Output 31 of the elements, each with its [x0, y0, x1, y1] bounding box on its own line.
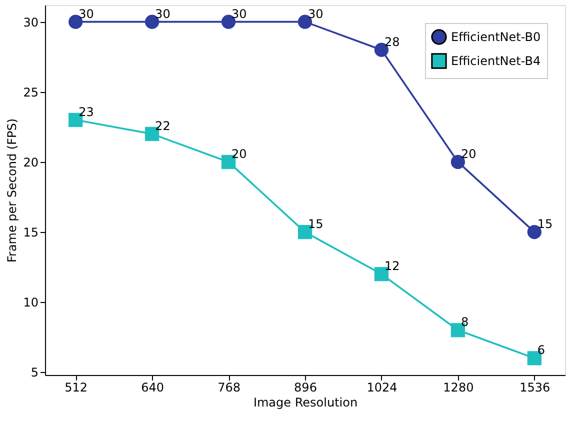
x-tick-label: 768: [218, 380, 240, 394]
y-axis-title: Frame per Second (FPS): [5, 118, 20, 263]
legend-label: EfficientNet-B4: [451, 54, 541, 68]
y-tick-label: 30: [23, 15, 38, 30]
data-label: 15: [308, 217, 324, 232]
data-label: 30: [78, 6, 94, 21]
y-tick-label: 10: [23, 296, 38, 310]
x-tick-label: 1280: [443, 380, 474, 394]
x-tick-label: 1024: [366, 380, 398, 394]
data-label: 28: [384, 34, 400, 49]
x-tick-label: 640: [141, 380, 164, 394]
data-label: 20: [232, 146, 247, 161]
data-label: 20: [460, 146, 476, 161]
data-label: 30: [155, 6, 170, 21]
x-tick-label: 896: [294, 380, 317, 394]
data-label: 12: [384, 259, 400, 274]
data-label: 22: [155, 118, 170, 133]
data-label: 15: [537, 217, 553, 232]
data-label: 30: [308, 6, 324, 21]
x-tick-label: 512: [64, 380, 88, 394]
y-tick-label: 20: [23, 155, 38, 170]
legend-label: EfficientNet-B0: [451, 30, 541, 44]
x-axis-title: Image Resolution: [253, 396, 358, 410]
y-tick-label: 15: [23, 226, 38, 240]
y-tick-label: 5: [30, 366, 38, 380]
x-tick-label: 1536: [520, 380, 550, 394]
data-label: 8: [460, 315, 469, 330]
y-tick-label: 25: [23, 85, 38, 100]
data-label: 30: [232, 6, 247, 21]
data-label: 23: [78, 104, 94, 119]
data-label: 6: [537, 343, 546, 358]
